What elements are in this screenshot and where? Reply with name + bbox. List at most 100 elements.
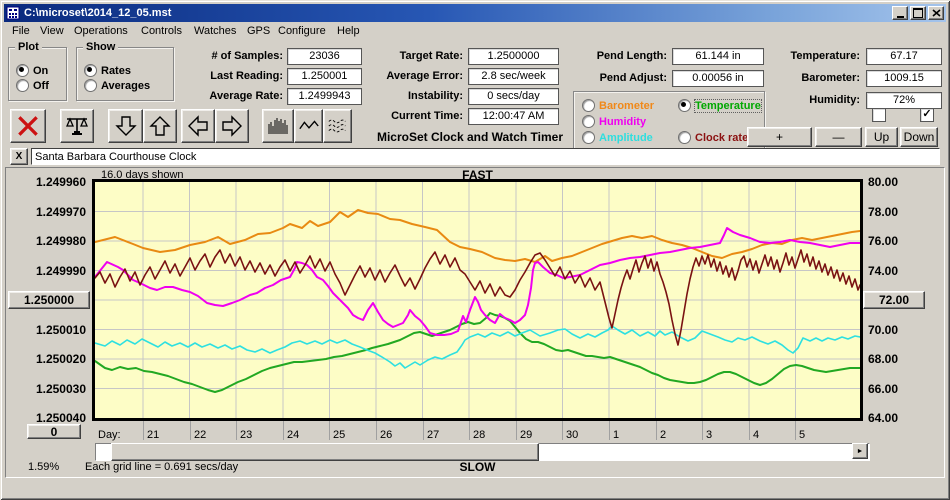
shift-down-button[interactable] [108,109,143,143]
right-axis-label: 80.00 [868,175,899,189]
temp-reference-button[interactable]: 72.00 [863,291,925,309]
adjust-minus-button[interactable]: — [815,127,862,147]
temperature-label: Temperature: [790,50,860,62]
day-tick [329,421,330,440]
left-axis-label: 1.249980 [35,234,86,248]
right-axis-label: 68.00 [868,352,899,366]
minimize-button[interactable] [892,6,908,20]
current-time-value: 12:00:47 AM [468,108,559,125]
radio-clock-rate[interactable]: Clock rate [678,131,748,144]
menu-item-gps[interactable]: GPS [247,25,271,37]
balance-icon [66,116,88,135]
delete-icon [18,116,38,136]
day-tick [609,421,610,440]
radio-indicator [16,79,29,92]
series-clock-rate [94,249,861,346]
checkbox-1[interactable] [872,108,886,122]
day-tick [562,421,563,440]
slow-label: SLOW [459,460,496,474]
arrow-up-icon [149,116,171,136]
close-icon [931,9,941,17]
shift-up-button[interactable] [143,109,177,143]
menu-item-operations[interactable]: Operations [74,25,128,37]
radio-off[interactable]: Off [16,79,49,92]
series-temperature [94,312,861,393]
histogram-view-button[interactable] [262,109,294,143]
menu-item-controls[interactable]: Controls [141,25,182,37]
radio-indicator [582,131,595,144]
balance-button[interactable] [60,109,94,143]
instability-value: 0 secs/day [468,88,559,105]
clock-name-input[interactable] [31,148,940,165]
scrollbar-right-button[interactable]: ► [852,443,868,459]
percent-label: 1.59% [28,461,60,473]
rate-reference-button[interactable]: 1.250000 [8,291,90,309]
arrow-down-icon [114,116,137,136]
menu-item-file[interactable]: File [12,25,30,37]
adjust-down-button[interactable]: Down [900,127,938,147]
scrollbar-thumb[interactable] [111,443,539,461]
day-label: 5 [799,429,806,441]
right-axis-label: 76.00 [868,234,899,248]
line-view-button[interactable] [294,109,323,143]
radio-on[interactable]: On [16,64,48,77]
series-humidity [94,227,861,336]
scroll-right-button[interactable] [215,109,249,143]
menu-bar: File View Operations Controls Watches GPS Conf… [4,23,946,40]
clear-name-button[interactable]: X [10,148,28,165]
radio-label: Averages [101,79,151,92]
radio-label: Clock rate [695,131,749,144]
radio-indicator [678,131,691,144]
menu-item-watches[interactable]: Watches [194,25,237,37]
instability-label: Instability: [407,90,463,102]
plot-area [92,179,863,421]
right-axis-label: 70.00 [868,322,899,337]
radio-label: Off [33,79,49,92]
day-tick [469,421,470,440]
delete-button[interactable] [10,109,46,143]
target-rate-value: 1.2500000 [468,48,559,65]
left-axis-label: 1.250010 [35,322,86,337]
menu-item-configure[interactable]: Configure [278,25,326,37]
sensor-groupbox: Barometer Humidity Amplitude Temperature Clo… [573,91,765,149]
radio-averages[interactable]: Averages [84,79,150,92]
day-label: 29 [520,429,533,441]
humidity-label: Humidity: [809,94,860,106]
radio-label: Amplitude [599,131,653,144]
day-tick [190,421,191,440]
scroll-left-button[interactable] [181,109,215,143]
multi-trace-view-button[interactable] [323,109,352,143]
radio-indicator [582,115,595,128]
day-tick [795,421,796,440]
radio-humidity[interactable]: Humidity [582,115,646,128]
day-label: 4 [753,429,760,441]
left-axis-label: 1.250040 [35,411,86,425]
left-axis-label: 1.249960 [35,175,86,189]
show-groupbox: Show Rates Averages [76,41,174,101]
title-bar: C:\microset\2014_12_05.mst [4,4,946,22]
barometer-value: 1009.15 [866,70,942,87]
current-time-label: Current Time: [391,110,463,122]
left-axis-label: 1.250020 [35,352,86,366]
window-controls [892,6,944,20]
series-amplitude [94,325,861,369]
menu-item-help[interactable]: Help [337,25,360,37]
average-rate-label: Average Rate: [209,90,283,102]
day-tick [749,421,750,440]
waves-icon [328,119,346,133]
radio-amplitude[interactable]: Amplitude [582,131,653,144]
last-reading-label: Last Reading: [210,70,283,82]
grid-note-label: Each grid line = 0.691 secs/day [85,461,239,473]
radio-barometer[interactable]: Barometer [582,99,654,112]
radio-indicator [678,99,691,112]
day-label: 24 [287,429,300,441]
adjust-up-button[interactable]: Up [865,127,898,147]
radio-temperature[interactable]: Temperature [678,98,762,113]
checkbox-2[interactable]: ✓ [920,108,934,122]
adjust-plus-button[interactable]: + [747,127,812,147]
menu-item-view[interactable]: View [40,25,64,37]
zero-button[interactable]: 0 [27,424,81,439]
maximize-button[interactable] [910,6,926,20]
radio-rates[interactable]: Rates [84,64,131,77]
close-button[interactable] [928,6,944,20]
